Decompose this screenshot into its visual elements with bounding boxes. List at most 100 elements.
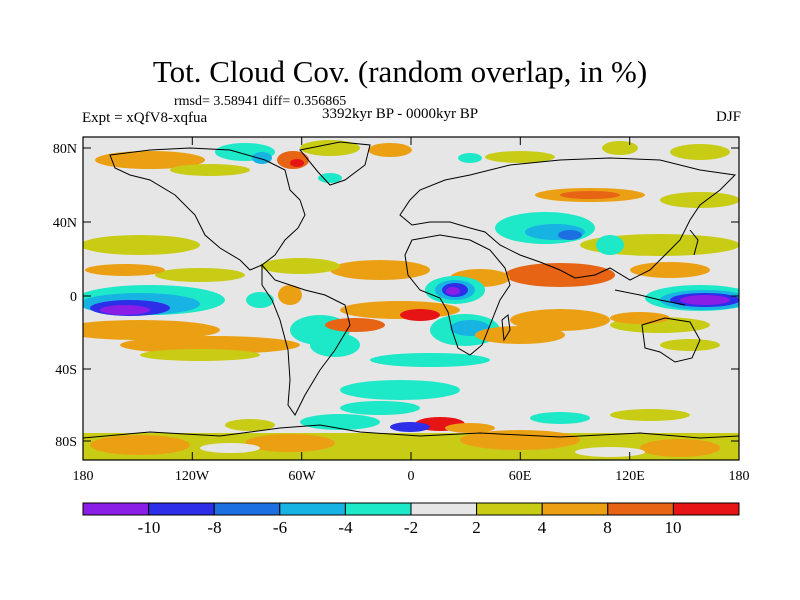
coastline-south-america — [261, 263, 351, 416]
anomaly-region — [530, 412, 590, 424]
anomaly-region — [245, 434, 335, 452]
anomaly-region — [680, 295, 730, 305]
anomaly-region — [505, 263, 615, 287]
anomaly-region — [370, 353, 490, 367]
anomaly-region — [630, 262, 710, 278]
colorbar-swatch — [279, 502, 346, 516]
anomaly-region — [445, 423, 495, 433]
lat-tick-label: 0 — [70, 290, 77, 305]
anomaly-region — [95, 151, 205, 169]
coastline-africa — [404, 234, 511, 356]
anomaly-region — [83, 235, 200, 255]
lon-tick-label: 120W — [175, 469, 210, 484]
anomaly-region — [200, 443, 260, 453]
anomaly-region — [310, 333, 360, 357]
anomaly-region — [596, 235, 624, 255]
period-label: 3392kyr BP - 0000kyr BP — [322, 106, 479, 122]
lon-tick-label: 60E — [509, 469, 532, 484]
stats-text: rmsd= 3.58941 diff= 0.356865 — [174, 94, 347, 109]
anomaly-region — [90, 435, 190, 455]
anomaly-region — [485, 151, 555, 163]
anomaly-region — [120, 336, 300, 354]
colorbar-swatch — [607, 502, 674, 516]
anomaly-region — [610, 409, 690, 421]
anomaly-region — [475, 326, 565, 344]
coastline-greenland — [299, 141, 371, 186]
colorbar-tick-label: 8 — [603, 518, 612, 537]
colorbar-swatch — [148, 502, 215, 516]
anomaly-region — [400, 309, 440, 321]
experiment-label: Expt = xQfV8-xqfua — [82, 110, 208, 126]
anomaly-region — [246, 292, 274, 308]
anomaly-region — [660, 192, 739, 208]
anomaly-region — [602, 141, 638, 155]
colorbar — [82, 502, 740, 516]
anomaly-region — [558, 230, 582, 240]
anomaly-region — [446, 287, 460, 295]
lon-tick-label: 0 — [408, 469, 415, 484]
lon-tick-label: 180 — [73, 469, 94, 484]
anomaly-region — [170, 164, 250, 176]
anomaly-field — [83, 140, 739, 460]
anomaly-region — [458, 153, 482, 163]
colorbar-tick-label: -2 — [403, 518, 419, 537]
colorbar-swatch — [82, 502, 150, 516]
coastline-north-america — [109, 147, 306, 271]
anomaly-region — [390, 422, 430, 432]
colorbar-tick-label: 4 — [537, 518, 547, 537]
x-axis-ticks — [82, 137, 740, 460]
colorbar-swatch — [476, 502, 543, 516]
anomaly-region — [660, 339, 720, 351]
anomaly-region — [290, 159, 304, 167]
anomaly-region — [340, 380, 460, 400]
coastline-indonesia — [614, 289, 686, 306]
anomaly-region — [640, 439, 720, 457]
anomaly-region — [340, 301, 460, 319]
colorbar-tick-label: 2 — [472, 518, 481, 537]
lat-tick-label: 80S — [55, 435, 77, 450]
lat-tick-label: 40S — [55, 363, 77, 378]
y-axis-ticks — [83, 147, 739, 442]
coastline-australia — [641, 317, 701, 363]
anomaly-region — [340, 401, 420, 415]
lon-tick-label: 60W — [288, 469, 316, 484]
anomaly-region — [300, 140, 360, 156]
anomaly-region — [510, 309, 610, 331]
colorbar-swatch — [410, 502, 478, 516]
colorbar-tick-label: -10 — [137, 518, 161, 537]
anomaly-region — [225, 419, 275, 431]
colorbar-tick-label: -6 — [272, 518, 288, 537]
colorbar-swatch — [344, 502, 412, 516]
anomaly-region — [610, 312, 670, 324]
colorbar-tick-label: 10 — [664, 518, 682, 537]
colorbar-swatch — [541, 502, 609, 516]
coastline-japan — [689, 229, 699, 256]
anomaly-region — [155, 268, 245, 282]
coastlines — [83, 141, 739, 439]
anomaly-region — [83, 320, 220, 340]
anomaly-region — [575, 447, 645, 457]
anomaly-region — [140, 349, 260, 361]
season-label: DJF — [715, 109, 741, 125]
anomaly-region — [368, 143, 412, 157]
anomaly-region — [560, 191, 620, 199]
anomaly-region — [260, 258, 340, 274]
lat-tick-label: 40N — [53, 216, 77, 231]
anomaly-region — [460, 430, 580, 450]
coastline-antarctica — [83, 424, 739, 439]
anomaly-region — [670, 144, 730, 160]
anomaly-region — [318, 173, 342, 183]
anomaly-region — [300, 414, 380, 430]
colorbar-swatch — [213, 502, 281, 516]
anomaly-region — [85, 264, 165, 276]
anomaly-region — [278, 285, 302, 305]
coastline-madagascar — [501, 314, 511, 342]
colorbar-swatch — [672, 502, 740, 516]
anomaly-region — [100, 305, 150, 315]
coastline-eurasia — [399, 157, 737, 281]
lon-tick-label: 120E — [615, 469, 645, 484]
lat-tick-label: 80N — [53, 142, 77, 157]
lon-tick-label: 180 — [729, 469, 750, 484]
colorbar-tick-label: -8 — [207, 518, 222, 537]
